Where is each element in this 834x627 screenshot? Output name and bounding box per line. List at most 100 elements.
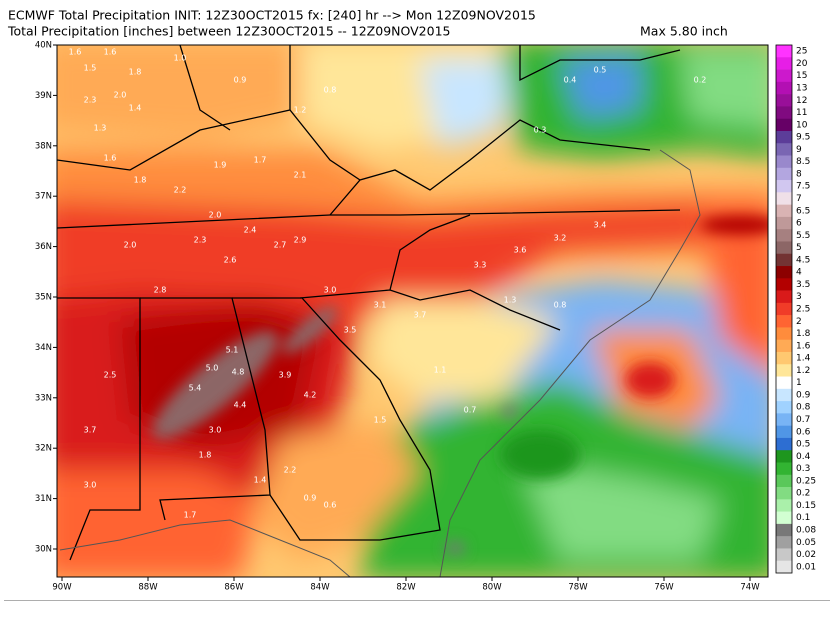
colorbar-swatch [776, 376, 792, 390]
coastline [59, 149, 701, 577]
map-value-label: 2.5 [104, 371, 117, 380]
colorbar-swatch [776, 413, 792, 426]
colorbar-label: 6 [796, 219, 802, 229]
map-value-label: 5.1 [226, 346, 239, 355]
map-value-label: 1.9 [214, 161, 227, 170]
colorbar-label: 4 [796, 268, 802, 278]
colorbar-label: 8 [796, 169, 802, 179]
colorbar-label: 1.4 [796, 354, 811, 364]
colorbar-label: 25 [796, 47, 807, 57]
map-value-label: 3.4 [594, 221, 607, 230]
colorbar-swatch [776, 290, 792, 304]
lon-label: 74W [740, 583, 760, 593]
map-value-label: 1.6 [69, 48, 82, 57]
map-value-label: 1.3 [504, 296, 517, 305]
map-value-label: 5.0 [206, 364, 219, 373]
map-value-label: 1.4 [254, 476, 267, 485]
colorbar-swatch [776, 450, 792, 463]
colorbar-swatch [776, 155, 792, 169]
state-borders [57, 45, 681, 561]
lat-label: 34N [35, 343, 52, 353]
lat-label: 39N [35, 91, 52, 101]
colorbar-swatch [776, 327, 792, 340]
colorbar-swatch [776, 229, 792, 242]
lon-label: 86W [224, 583, 244, 593]
colorbar-label: 2.5 [796, 305, 810, 315]
map-value-label: 2.9 [294, 236, 307, 245]
colorbar-label: 15 [796, 71, 807, 81]
colorbar-swatch [776, 241, 792, 255]
colorbar-swatch [776, 560, 792, 574]
map-value-label: 1.8 [134, 176, 147, 185]
colorbar-label: 10 [796, 120, 808, 130]
colorbar-swatch [776, 167, 792, 181]
lat-label: 35N [35, 293, 52, 303]
colorbar-label: 0.25 [796, 476, 816, 486]
lon-label: 80W [482, 583, 502, 593]
map-value-label: 3.7 [414, 311, 427, 320]
map-value-label: 2.2 [284, 466, 297, 475]
colorbar: 252015131211109.598.587.576.565.554.543.… [776, 45, 816, 574]
map-value-label: 3.2 [554, 234, 567, 243]
map-value-label: 2.2 [174, 186, 187, 195]
map-value-label: 2.0 [114, 91, 127, 100]
colorbar-swatch [776, 192, 792, 205]
colorbar-swatch [776, 302, 792, 316]
map-value-label: 1.6 [104, 154, 117, 163]
colorbar-swatch [776, 351, 792, 365]
colorbar-label: 1.2 [796, 366, 810, 376]
colorbar-label: 5 [796, 243, 802, 253]
colorbar-label: 0.8 [796, 403, 811, 413]
precip-field: 1.6 1.61.5 1.82.02.31.41.31.00.90.81.20.40… [57, 45, 768, 577]
colorbar-label: 0.9 [796, 390, 811, 400]
colorbar-label: 7.5 [796, 182, 810, 192]
map-value-label: 1.7 [184, 511, 197, 520]
header-max: Max 5.80 inch [640, 24, 728, 39]
colorbar-swatch [776, 266, 792, 279]
colorbar-label: 9.5 [796, 133, 810, 143]
map-value-label: 4.8 [232, 368, 245, 377]
colorbar-swatch [776, 278, 792, 291]
map-value-label: 1.5 [84, 64, 97, 73]
lat-label: 40N [35, 41, 52, 51]
map-value-label: 2.4 [244, 226, 257, 235]
colorbar-label: 0.3 [796, 464, 810, 474]
map-value-label: 1.1 [434, 366, 447, 375]
colorbar-swatch [776, 94, 792, 107]
lon-label: 88W [138, 583, 158, 593]
lat-label: 38N [35, 141, 52, 151]
header-line1: ECMWF Total Precipitation INIT: 12Z30OCT… [8, 8, 536, 23]
lon-label: 84W [310, 583, 330, 593]
colorbar-swatch [776, 81, 792, 95]
colorbar-label: 20 [796, 59, 808, 69]
lon-label: 76W [654, 583, 674, 593]
colorbar-label: 11 [796, 108, 807, 118]
colorbar-swatch [776, 69, 792, 83]
colorbar-swatch [776, 45, 792, 58]
map-value-label: 1.8 [129, 68, 142, 77]
colorbar-swatch [776, 106, 792, 119]
colorbar-label: 0.01 [796, 562, 816, 572]
colorbar-swatch [776, 130, 792, 144]
map-value-label: 1.2 [294, 106, 307, 115]
colorbar-swatch [776, 57, 792, 70]
map-value-label: 3.6 [514, 246, 527, 255]
colorbar-swatch [776, 499, 792, 512]
colorbar-swatch [776, 437, 792, 451]
colorbar-label: 0.2 [796, 489, 810, 499]
lon-label: 82W [396, 583, 416, 593]
map-value-label: 1.6 [104, 48, 117, 57]
map-value-label: 1.4 [129, 104, 142, 113]
colorbar-swatch [776, 511, 792, 525]
map-value-label: 0.7 [464, 406, 477, 415]
map-value-label: 0.9 [304, 494, 317, 503]
map-value-label: 0.8 [324, 86, 337, 95]
colorbar-label: 0.08 [796, 526, 816, 536]
colorbar-label: 0.5 [796, 440, 810, 450]
colorbar-swatch [776, 536, 792, 549]
colorbar-label: 6.5 [796, 206, 810, 216]
map-value-label: 0.5 [594, 66, 607, 75]
colorbar-swatch [776, 462, 792, 476]
map-value-label: 3.0 [84, 481, 97, 490]
map-value-label: 3.3 [474, 261, 487, 270]
